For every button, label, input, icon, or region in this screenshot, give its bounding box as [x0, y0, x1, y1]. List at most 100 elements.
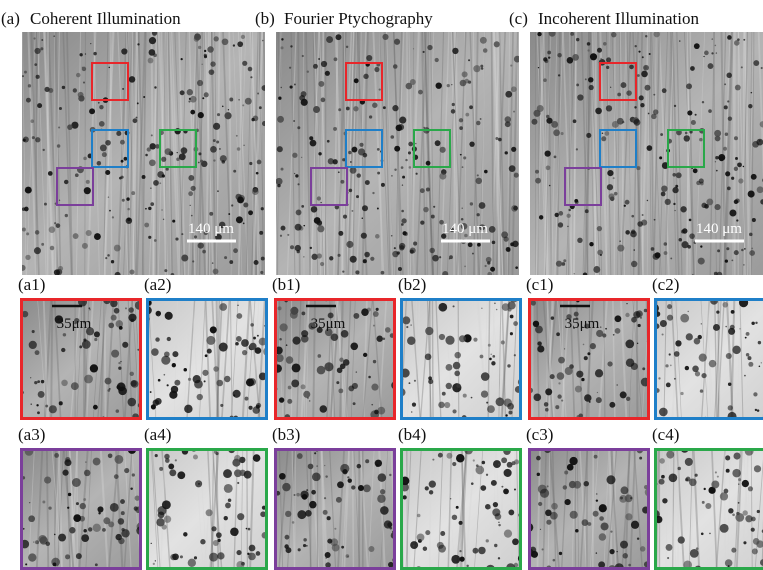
pore [637, 343, 638, 344]
pore [121, 160, 124, 163]
pore [44, 477, 51, 484]
pore [88, 527, 92, 531]
pore [28, 84, 31, 87]
pore [39, 535, 47, 543]
pore [387, 522, 392, 527]
pore [381, 271, 385, 275]
pore [290, 311, 298, 319]
pore [76, 73, 80, 77]
pore [613, 334, 615, 336]
pore [41, 380, 44, 383]
pore [742, 510, 747, 515]
pore [502, 303, 510, 311]
pore [257, 335, 259, 337]
pore [248, 553, 256, 561]
pore [728, 383, 731, 386]
pore [334, 528, 336, 530]
pore [26, 98, 31, 103]
pore [413, 545, 415, 547]
pore [510, 65, 512, 67]
pore [318, 81, 324, 87]
pore [514, 488, 516, 490]
pore [612, 121, 619, 128]
pore [137, 43, 139, 45]
pore [714, 204, 720, 210]
pore [122, 199, 125, 202]
pore [297, 453, 303, 459]
pore [662, 498, 667, 503]
pore [605, 131, 610, 136]
pore [439, 256, 441, 258]
pore [594, 455, 598, 459]
pore [661, 185, 667, 191]
pore [505, 91, 512, 98]
pore [129, 269, 134, 274]
pore [255, 347, 262, 354]
pore [696, 181, 700, 185]
pore [714, 272, 718, 276]
pore [567, 57, 574, 64]
pore [701, 203, 706, 208]
pore [622, 121, 624, 123]
pore [704, 488, 706, 490]
pore [287, 399, 292, 404]
pore [556, 332, 560, 336]
pore [398, 124, 404, 130]
pore [512, 538, 519, 545]
pore [219, 343, 228, 352]
pore [228, 109, 229, 110]
pore [508, 410, 512, 414]
pore [600, 326, 602, 328]
pore [625, 513, 632, 520]
pore [734, 167, 738, 171]
pore [190, 110, 195, 115]
pore [426, 187, 430, 191]
pore [105, 257, 107, 259]
pore [213, 159, 215, 161]
pore [706, 198, 713, 205]
pore [429, 481, 436, 488]
pore [751, 92, 753, 94]
pore [607, 361, 612, 366]
pore [558, 74, 560, 76]
pore [82, 67, 83, 68]
pore [237, 513, 244, 520]
pore [162, 500, 171, 509]
pore [370, 257, 374, 261]
pore [235, 342, 239, 346]
pore [642, 367, 645, 370]
pore [408, 142, 413, 147]
pore [151, 404, 156, 409]
pore [425, 354, 432, 361]
pore [118, 518, 124, 524]
pore [377, 495, 385, 503]
pore [661, 475, 665, 479]
pore [480, 37, 487, 44]
pore [413, 242, 417, 246]
pore [204, 50, 206, 52]
pore [340, 180, 344, 184]
pore [693, 168, 698, 173]
pore [754, 465, 761, 472]
pore [99, 105, 103, 109]
pore [537, 32, 541, 36]
pore [112, 216, 114, 218]
pore [54, 269, 60, 275]
pore [705, 503, 711, 509]
pore [535, 170, 539, 174]
pore [405, 159, 407, 161]
pore [365, 180, 370, 185]
pore [136, 117, 138, 119]
pore [685, 132, 688, 135]
pore [483, 48, 488, 53]
streak [614, 32, 615, 275]
pore [28, 553, 36, 561]
pore [334, 57, 338, 61]
pore [738, 178, 743, 183]
pore [741, 249, 744, 252]
pore [401, 218, 406, 223]
pore [587, 42, 591, 46]
pore [494, 41, 500, 47]
pore [324, 362, 333, 371]
pore [373, 360, 376, 363]
